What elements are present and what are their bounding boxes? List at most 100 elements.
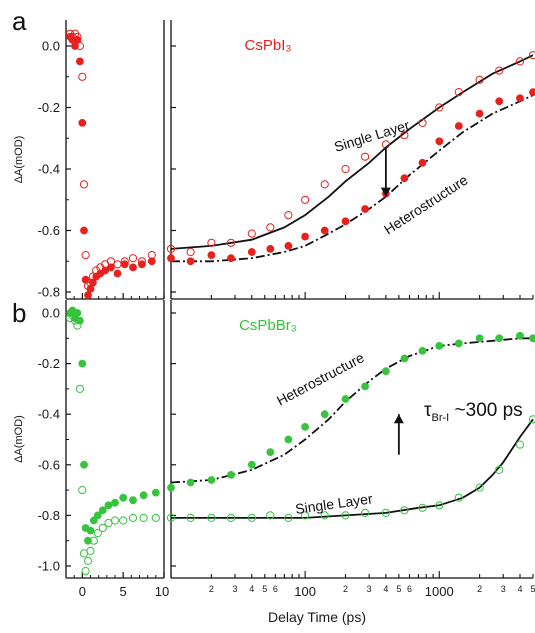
data-point: [83, 556, 93, 566]
data-point: [400, 174, 409, 183]
data-point: [227, 470, 235, 479]
data-point: [129, 263, 137, 272]
data-point: [418, 118, 427, 128]
data-point: [284, 211, 293, 220]
x-minor-tick-label: 3: [367, 584, 372, 594]
data-point: [139, 491, 148, 500]
data-point: [515, 57, 525, 66]
x-tick-label-log: 1000: [425, 584, 454, 599]
x-minor-tick-label: 4: [249, 584, 254, 594]
y-tick-label: -0.6: [38, 223, 60, 238]
y-tick-label: -0.4: [38, 162, 60, 177]
y-tick-label: -0.4: [38, 407, 60, 422]
data-point: [418, 346, 427, 355]
data-point: [400, 354, 409, 363]
x-axis-label: Delay Time (ps): [268, 609, 366, 625]
data-point: [341, 395, 350, 403]
data-point: [361, 382, 369, 391]
data-point: [120, 260, 129, 269]
y-tick-label: 0.0: [42, 306, 60, 321]
data-point: [73, 36, 82, 44]
data-point: [84, 536, 92, 545]
data-point: [113, 269, 122, 278]
data-point: [81, 567, 90, 576]
data-point: [435, 501, 444, 510]
data-point: [435, 341, 444, 350]
fit-curve-dash-dot: [171, 94, 534, 263]
data-point: [381, 508, 390, 518]
arrow-head: [380, 187, 391, 197]
data-point: [107, 263, 115, 272]
panel-letter: b: [12, 298, 26, 328]
data-point: [70, 316, 80, 325]
x-minor-tick-label: 2: [343, 584, 348, 594]
data-point: [128, 254, 138, 263]
data-point: [284, 513, 293, 523]
data-point: [186, 257, 195, 266]
data-point: [400, 131, 409, 140]
data-point: [454, 122, 463, 130]
x-minor-tick-label: 3: [501, 584, 506, 594]
data-point: [400, 506, 409, 515]
x-minor-tick-label: 2: [477, 584, 482, 594]
data-point: [227, 254, 235, 263]
data-point: [528, 415, 535, 424]
x-minor-tick-label: 5: [396, 584, 401, 594]
y-tick-label: -0.6: [38, 457, 60, 472]
data-point: [381, 367, 390, 376]
y-tick-label: -0.2: [38, 356, 60, 371]
data-point: [86, 526, 95, 535]
data-point: [435, 137, 444, 146]
data-point: [266, 223, 275, 232]
data-point: [515, 440, 525, 449]
annotation-heterostructure: Heterostructure: [274, 349, 367, 409]
data-point: [495, 66, 504, 75]
data-point: [68, 311, 77, 320]
tau-subscript: Br-I: [432, 412, 450, 424]
data-point: [167, 483, 175, 492]
data-point: [78, 119, 87, 127]
data-point: [81, 251, 90, 260]
data-point: [320, 410, 329, 419]
x-tick-label-linear: 5: [120, 584, 127, 599]
data-point: [301, 232, 309, 241]
x-minor-tick-label: 3: [232, 584, 237, 594]
data-point: [186, 247, 195, 257]
data-point: [129, 496, 137, 505]
data-point: [226, 238, 236, 247]
data-point: [89, 278, 97, 287]
data-point: [475, 75, 484, 84]
data-point: [361, 508, 370, 518]
data-point: [78, 359, 87, 368]
chart-title: CsPbI₃: [245, 37, 292, 54]
data-point: [75, 384, 85, 393]
x-tick-label-linear: 0: [79, 584, 86, 599]
data-point: [454, 339, 463, 348]
y-tick-label: -0.8: [38, 285, 60, 300]
y-tick-label: -0.8: [38, 508, 60, 523]
data-point: [418, 503, 427, 512]
x-minor-tick-label: 2: [209, 584, 214, 594]
data-point: [435, 103, 444, 112]
x-minor-tick-label: 4: [383, 584, 388, 594]
x-tick-label-linear: 10: [155, 584, 169, 599]
data-point: [111, 498, 119, 507]
data-point: [137, 260, 146, 269]
y-tick-label: -0.2: [38, 100, 60, 115]
arrow-head: [393, 414, 404, 424]
data-point: [495, 334, 504, 343]
data-point: [81, 275, 90, 284]
x-minor-tick-label: 5: [262, 584, 267, 594]
data-point: [341, 164, 350, 174]
data-point: [78, 486, 87, 495]
data-point: [207, 513, 216, 523]
data-point: [418, 158, 427, 167]
data-point: [516, 94, 524, 103]
data-point: [186, 513, 195, 523]
annotation-tau-br-i: τBr-I ~300 ps: [424, 400, 523, 424]
data-point: [166, 244, 176, 253]
y-axis-label: ΔA(mOD): [13, 415, 25, 463]
y-axis-label: ΔA(mOD): [13, 136, 25, 184]
data-point: [166, 513, 176, 523]
